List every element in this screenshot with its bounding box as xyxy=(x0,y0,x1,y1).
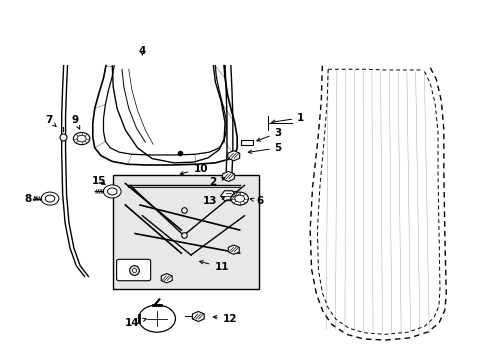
Polygon shape xyxy=(227,151,239,161)
FancyBboxPatch shape xyxy=(116,259,150,281)
Text: 3: 3 xyxy=(256,128,281,141)
Text: 7: 7 xyxy=(45,115,56,126)
Circle shape xyxy=(234,195,244,202)
Circle shape xyxy=(107,188,117,195)
Circle shape xyxy=(138,305,175,332)
Text: 14: 14 xyxy=(124,318,146,328)
Bar xyxy=(240,140,253,145)
Text: 1: 1 xyxy=(271,113,304,123)
Circle shape xyxy=(41,192,59,205)
Polygon shape xyxy=(220,191,236,201)
Text: 13: 13 xyxy=(203,196,224,206)
Text: 6: 6 xyxy=(250,197,263,206)
Text: 11: 11 xyxy=(199,261,228,272)
Text: 2: 2 xyxy=(209,177,224,187)
Polygon shape xyxy=(228,245,239,254)
Circle shape xyxy=(103,185,121,198)
Polygon shape xyxy=(229,192,240,201)
Text: 8: 8 xyxy=(24,194,38,203)
Circle shape xyxy=(230,192,248,205)
Polygon shape xyxy=(161,274,172,283)
FancyBboxPatch shape xyxy=(113,175,259,289)
Circle shape xyxy=(45,195,55,202)
Text: 9: 9 xyxy=(72,115,80,129)
Circle shape xyxy=(73,132,90,145)
Text: 10: 10 xyxy=(180,163,207,175)
Polygon shape xyxy=(222,171,234,181)
Text: 12: 12 xyxy=(213,314,237,324)
Text: 15: 15 xyxy=(91,176,106,186)
Text: 5: 5 xyxy=(248,143,281,153)
Polygon shape xyxy=(192,311,204,321)
Text: 4: 4 xyxy=(139,46,146,57)
Circle shape xyxy=(77,135,86,142)
